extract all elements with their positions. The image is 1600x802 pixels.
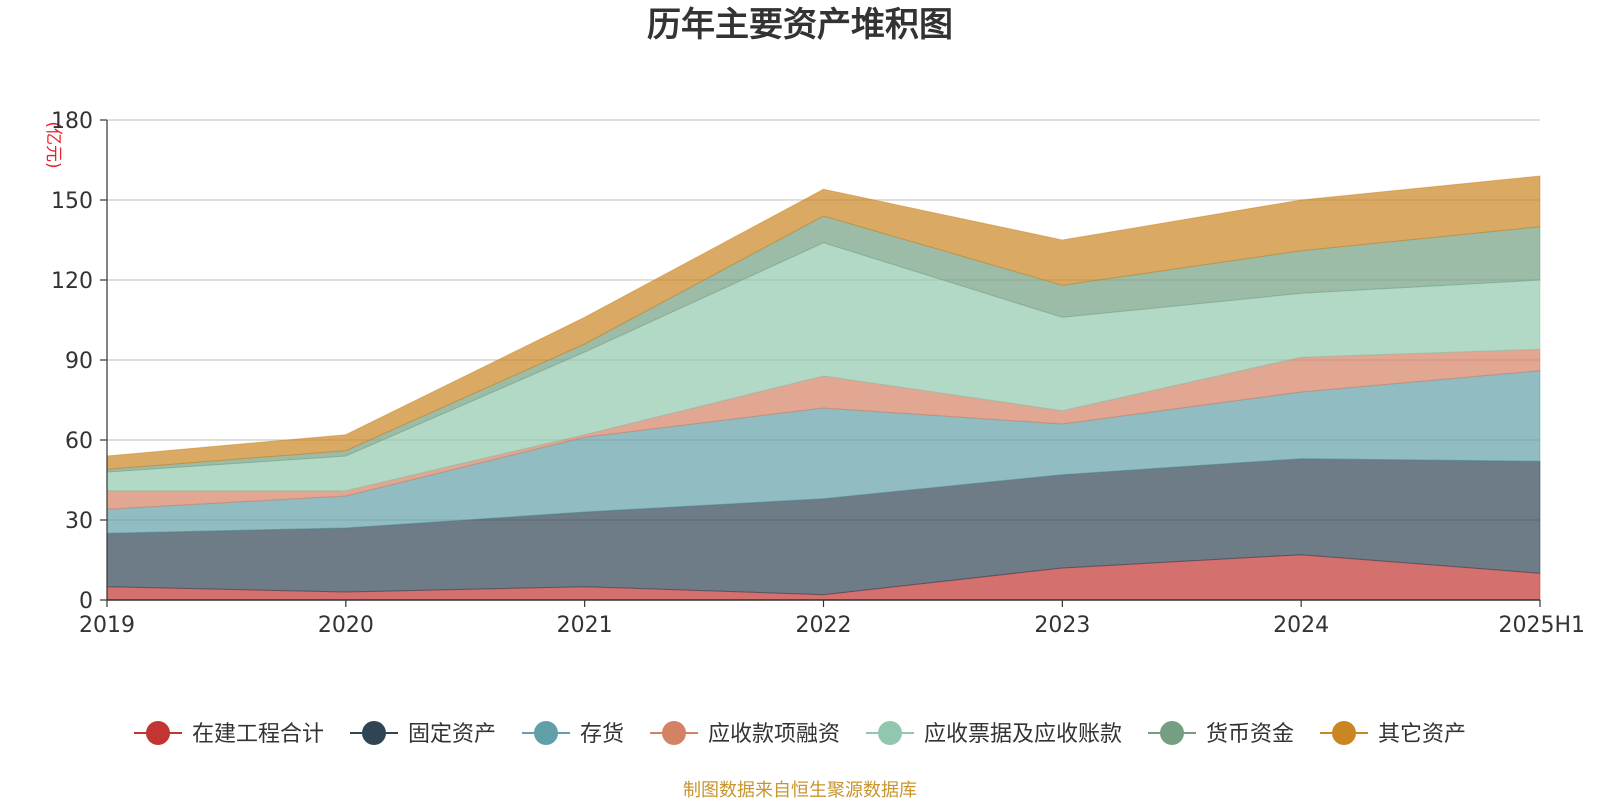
legend-circle-marker [878,721,902,745]
area-series-group [106,175,1541,601]
y-tick-label: 120 [51,269,93,294]
legend-circle-marker [146,721,170,745]
legend-label: 应收款项融资 [708,722,840,747]
legend-circle-marker [1160,721,1184,745]
legend-label: 固定资产 [408,722,496,747]
legend-item-4: 应收票据及应收账款 [866,721,1122,747]
axes: 0 30 60 90 120 150 180 2019 2020 2021 2022 2023 2024… [51,109,1585,638]
legend-item-6: 其它资产 [1320,721,1466,747]
x-tick-label: 2021 [557,613,613,638]
legend-label: 货币资金 [1206,722,1294,747]
y-tick-label: 180 [51,109,93,134]
data-source-note: 制图数据来自恒生聚源数据库 [683,780,917,801]
legend-item-5: 货币资金 [1148,721,1294,747]
y-tick-label: 60 [65,429,93,454]
x-tick-label: 2025H1 [1498,613,1585,638]
legend-label: 应收票据及应收账款 [924,722,1122,747]
legend-circle-marker [362,721,386,745]
legend-circle-marker [662,721,686,745]
x-tick-label: 2019 [79,613,135,638]
legend-circle-marker [1332,721,1356,745]
y-tick-label: 30 [65,509,93,534]
x-tick-label: 2023 [1034,613,1090,638]
y-tick-label: 90 [65,349,93,374]
x-tick-label: 2020 [318,613,374,638]
legend: 在建工程合计 固定资产 存货 应收款项融资 应收票据及应收账款 货币资金 其它资产 [134,721,1466,747]
x-tick-label: 2022 [796,613,852,638]
legend-circle-marker [534,721,558,745]
chart-title: 历年主要资产堆积图 [647,5,953,45]
x-tick-label: 2024 [1273,613,1329,638]
legend-label: 在建工程合计 [192,722,324,747]
y-tick-label: 150 [51,189,93,214]
legend-item-0: 在建工程合计 [134,721,324,747]
legend-label: 其它资产 [1378,722,1466,747]
area-series-6 [106,175,1541,470]
y-tick-label: 0 [79,589,93,614]
legend-item-1: 固定资产 [350,721,496,747]
y-axis-unit: (亿元) [43,121,63,168]
legend-label: 存货 [580,722,624,747]
legend-item-3: 应收款项融资 [650,721,840,747]
legend-item-2: 存货 [522,721,624,747]
